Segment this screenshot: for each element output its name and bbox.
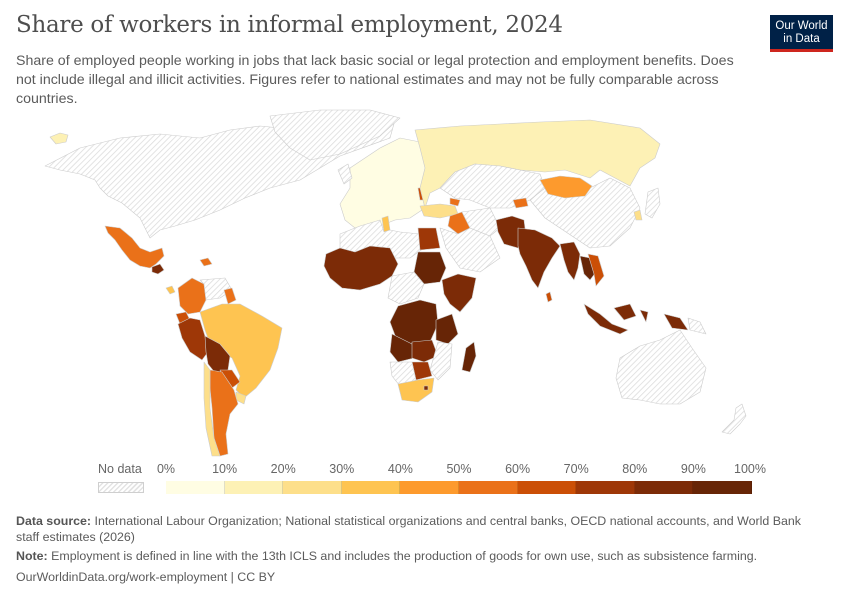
region-japan-nodata[interactable] [644,187,661,219]
region-new-zealand-nodata[interactable] [721,403,747,435]
region-bangladesh-myanmar[interactable] [559,241,581,281]
note-label: Note: [16,549,48,563]
legend-bins [166,481,752,494]
region-chile[interactable] [203,361,221,457]
region-tanzania[interactable] [435,313,459,345]
region-guyana[interactable] [223,287,237,305]
region-guatemala[interactable] [151,263,165,275]
data-source-text: International Labour Organization; Natio… [16,514,801,544]
legend-bin-7[interactable] [576,481,635,494]
legend-no-data-label: No data [98,462,142,476]
legend-tick-70: 70% [563,462,589,476]
region-colombia[interactable] [177,277,207,315]
source-url-link[interactable]: OurWorldinData.org/work-employment | CC … [16,570,276,584]
region-kyrgyzstan[interactable] [512,197,529,209]
legend-bin-9[interactable] [693,481,752,494]
logo-line-1: Our World [775,20,828,32]
region-zambia-malawi[interactable] [411,339,439,363]
legend-bin-8[interactable] [634,481,694,494]
footer-note: Note: Employment is defined in line with… [16,548,816,564]
legend-tick-20: 20% [270,462,296,476]
region-europe[interactable] [339,137,431,234]
region-costa-rica[interactable] [165,285,176,295]
legend-tick-30: 30% [329,462,355,476]
legend-tick-10: 10% [212,462,238,476]
region-mozambique-nodata[interactable] [429,341,453,381]
region-dominican-rep[interactable] [199,257,213,267]
region-australia-nodata[interactable] [615,329,707,405]
region-greenland-nodata[interactable] [269,109,401,161]
legend-tick-80: 80% [622,462,648,476]
region-png-nodata[interactable] [687,317,707,335]
region-ethiopia-somalia[interactable] [441,273,477,313]
legend-bin-1[interactable] [224,481,284,494]
footer-data-source: Data source: International Labour Organi… [16,513,816,545]
legend-tick-50: 50% [446,462,472,476]
data-source-label: Data source: [16,514,92,528]
legend-bin-3[interactable] [341,481,401,494]
region-south-africa[interactable] [397,377,435,403]
region-mongolia[interactable] [539,175,593,199]
region-indonesia[interactable] [583,303,689,335]
legend-tick-90: 90% [680,462,706,476]
region-laos-cambodia[interactable] [579,255,597,281]
chart-title: Share of workers in informal employment,… [16,12,563,38]
region-vietnam[interactable] [587,253,605,287]
legend-tick-100: 100% [734,462,766,476]
region-south-korea[interactable] [633,209,643,221]
region-caucasus[interactable] [449,197,461,207]
owid-logo[interactable]: Our World in Data [770,15,833,52]
region-venezuela-nodata[interactable] [199,277,233,301]
legend-tick-60: 60% [505,462,531,476]
legend-no-data-swatch[interactable] [98,482,144,493]
region-lesotho[interactable] [423,385,429,391]
region-central-africa-nodata[interactable] [387,271,425,305]
legend-bin-5[interactable] [458,481,518,494]
legend-bin-6[interactable] [517,481,577,494]
region-uk-ireland[interactable] [337,163,353,185]
region-sri-lanca[interactable] [545,291,553,303]
logo-line-2: in Data [783,33,820,45]
region-egypt[interactable] [417,227,441,251]
region-madagascar[interactable] [461,341,477,373]
region-angola[interactable] [389,333,415,363]
chart-subtitle: Share of employed people working in jobs… [16,53,734,107]
color-legend: No data 0% 10% 20% 30% 40% 50% 60% 70% 8… [98,460,766,500]
legend-bin-0[interactable] [166,481,225,494]
region-middle-east-nodata[interactable] [439,227,501,273]
region-small-yellow-west[interactable] [49,132,69,145]
world-map[interactable] [0,108,850,458]
legend-tick-40: 40% [387,462,413,476]
region-mexico[interactable] [104,225,165,269]
legend-tick-0: 0% [156,462,176,476]
region-india[interactable] [517,227,561,289]
footer-url[interactable]: OurWorldinData.org/work-employment | CC … [16,569,816,585]
legend-bin-2[interactable] [283,481,342,494]
region-west-africa[interactable] [323,245,399,291]
note-text: Employment is defined in line with the 1… [51,549,758,563]
region-iran-nodata[interactable] [461,207,501,237]
legend-bin-4[interactable] [400,481,459,494]
region-argentina[interactable] [209,369,239,457]
